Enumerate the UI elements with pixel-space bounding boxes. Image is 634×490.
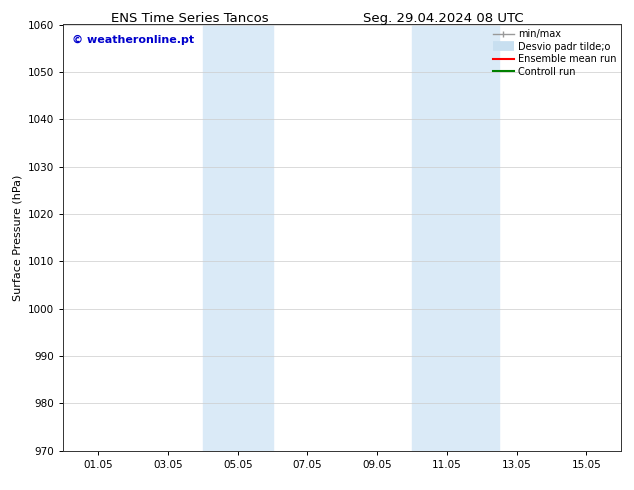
Bar [203, 24, 273, 451]
Legend: min/max, Desvio padr tilde;o, Ensemble mean run, Controll run: min/max, Desvio padr tilde;o, Ensemble m… [491, 27, 618, 78]
Text: © weatheronline.pt: © weatheronline.pt [72, 35, 194, 45]
Text: ENS Time Series Tancos: ENS Time Series Tancos [112, 12, 269, 25]
Bar [412, 24, 500, 451]
Text: Seg. 29.04.2024 08 UTC: Seg. 29.04.2024 08 UTC [363, 12, 524, 25]
Y-axis label: Surface Pressure (hPa): Surface Pressure (hPa) [13, 174, 23, 301]
